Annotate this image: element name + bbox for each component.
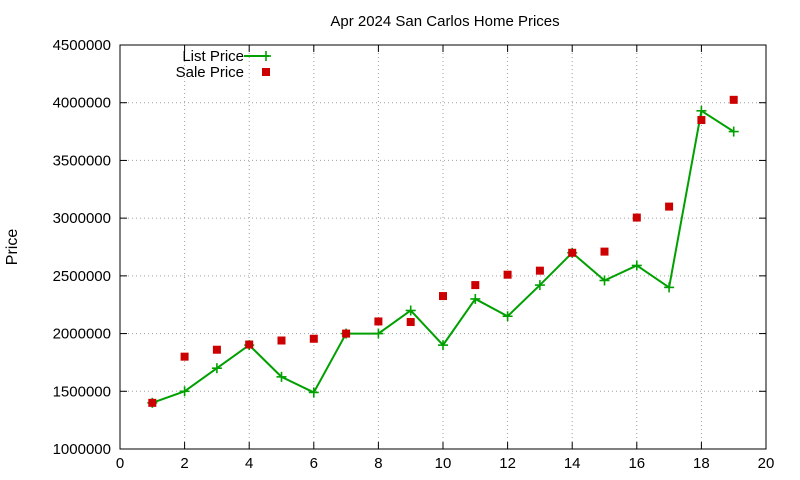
list-price-point	[308, 387, 319, 398]
list-price-point	[664, 282, 675, 293]
sale-price-point	[600, 247, 609, 256]
y-tick-label: 3000000	[53, 210, 111, 227]
sale-price-point	[374, 317, 383, 326]
list-price-point	[470, 293, 481, 304]
sale-price-point	[309, 334, 318, 343]
y-tick-label: 4500000	[53, 37, 111, 54]
list-price-point	[534, 280, 545, 291]
legend-label: List Price	[182, 48, 244, 65]
x-tick-label: 4	[245, 455, 253, 472]
plot-frame	[119, 44, 767, 450]
grid	[120, 45, 766, 449]
list-price-point	[599, 275, 610, 286]
y-tick-label: 2000000	[53, 326, 111, 343]
list-price-point	[728, 126, 739, 137]
y-tick-label: 4000000	[53, 95, 111, 112]
sale-price-point	[535, 266, 544, 275]
sale-price-point	[148, 398, 157, 407]
series-marks	[147, 95, 739, 408]
list-price-point	[179, 386, 190, 397]
legend-item-sale-price: Sale Price	[176, 64, 270, 81]
sale-price-point	[342, 329, 351, 338]
list-price-point	[373, 328, 384, 339]
sale-price-point	[471, 281, 480, 290]
list-price-point	[438, 340, 448, 351]
tick-labels: 0 2 4 6 8 10 12 14 16 18 20 1000000 1500000 2000000 25…	[53, 37, 775, 472]
legend-item-list-price: List Price	[182, 48, 271, 65]
sale-price-point	[632, 213, 641, 222]
list-price-point	[276, 371, 287, 382]
x-tick-label: 12	[499, 455, 516, 472]
sale-price-point	[212, 345, 221, 354]
chart-title: Apr 2024 San Carlos Home Prices	[330, 13, 559, 30]
x-tick-label: 18	[693, 455, 710, 472]
x-tick-label: 10	[435, 455, 452, 472]
legend-marker	[262, 68, 270, 76]
y-tick-label: 2500000	[53, 268, 111, 285]
y-tick-label: 1000000	[53, 441, 111, 458]
list-price-point	[631, 260, 642, 271]
sale-price-point	[568, 248, 577, 257]
sale-price-point	[503, 270, 512, 279]
x-tick-label: 0	[116, 455, 124, 472]
ticks	[119, 44, 767, 450]
x-tick-label: 6	[310, 455, 318, 472]
list-price-point	[405, 305, 416, 316]
sale-price-point	[697, 116, 706, 125]
x-tick-label: 14	[564, 455, 581, 472]
sale-price-point	[406, 318, 415, 327]
y-tick-label: 3500000	[53, 152, 111, 169]
x-tick-label: 8	[374, 455, 382, 472]
x-tick-label: 2	[180, 455, 188, 472]
list-price-point	[696, 105, 707, 116]
legend-marker	[261, 51, 271, 61]
sale-price-point	[439, 292, 447, 301]
y-axis-title: Price	[4, 229, 21, 266]
list-price-point	[211, 363, 222, 374]
sale-price-point	[180, 352, 189, 361]
legend-label: Sale Price	[176, 64, 244, 81]
sale-price-point	[729, 95, 738, 104]
sale-price-series	[148, 95, 738, 407]
sale-price-point	[277, 336, 286, 345]
sale-price-point	[665, 202, 674, 211]
list-price-point	[502, 311, 513, 322]
x-tick-label: 20	[758, 455, 775, 472]
x-tick-label: 16	[628, 455, 645, 472]
y-tick-label: 1500000	[53, 383, 111, 400]
sale-price-point	[245, 340, 254, 349]
